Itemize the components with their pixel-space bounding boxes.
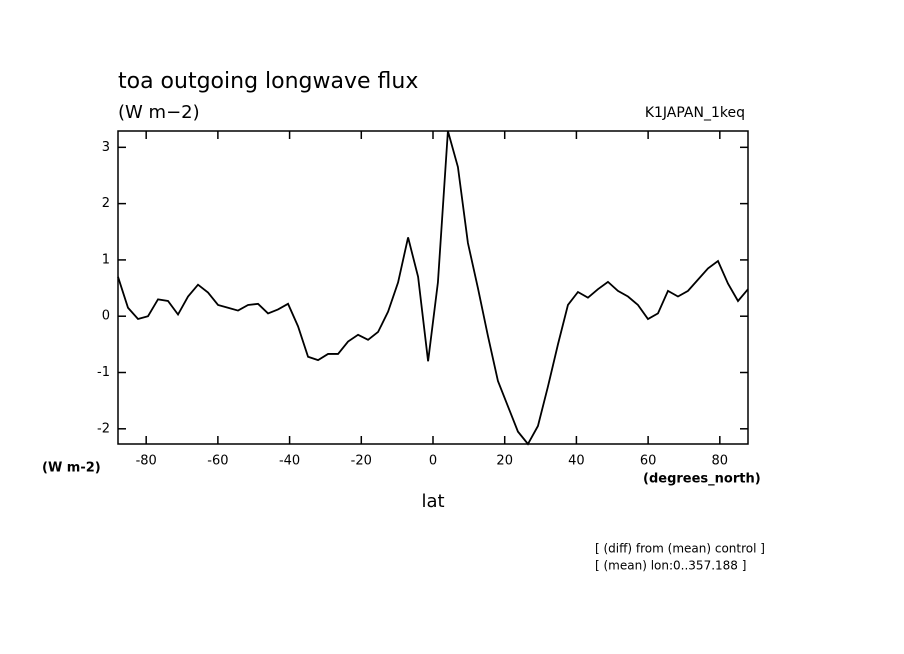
- x-tick-label: 80: [712, 454, 729, 469]
- x-unit-label: (degrees_north): [643, 472, 761, 487]
- data-line: [117, 130, 749, 446]
- x-tick-label: -80: [136, 454, 157, 469]
- y-tick-label: 2: [102, 196, 110, 211]
- plot-frame: [117, 130, 749, 445]
- x-axis-label: lat: [421, 491, 444, 512]
- x-tick-label: -20: [351, 454, 372, 469]
- note: [ (diff) from (mean) control ]: [595, 542, 765, 556]
- x-tick-label: 60: [640, 454, 657, 469]
- chart-title: toa outgoing longwave flux: [118, 69, 418, 94]
- x-tick-label: -40: [279, 454, 300, 469]
- x-tick-label: 0: [429, 454, 437, 469]
- run-label: K1JAPAN_1keq: [645, 105, 745, 121]
- x-tick-label: -60: [207, 454, 228, 469]
- y-tick-label: 3: [102, 140, 110, 155]
- y-unit-label: (W m-2): [42, 461, 101, 476]
- x-tick-label: 40: [568, 454, 585, 469]
- y-tick-label: 0: [102, 309, 110, 324]
- x-tick-label: 20: [496, 454, 513, 469]
- y-tick-label: -1: [97, 365, 110, 380]
- y-tick-label: 1: [102, 252, 110, 267]
- note: [ (mean) lon:0..357.188 ]: [595, 559, 746, 573]
- chart-subtitle: (W m−2): [118, 102, 200, 123]
- y-tick-label: -2: [97, 421, 110, 436]
